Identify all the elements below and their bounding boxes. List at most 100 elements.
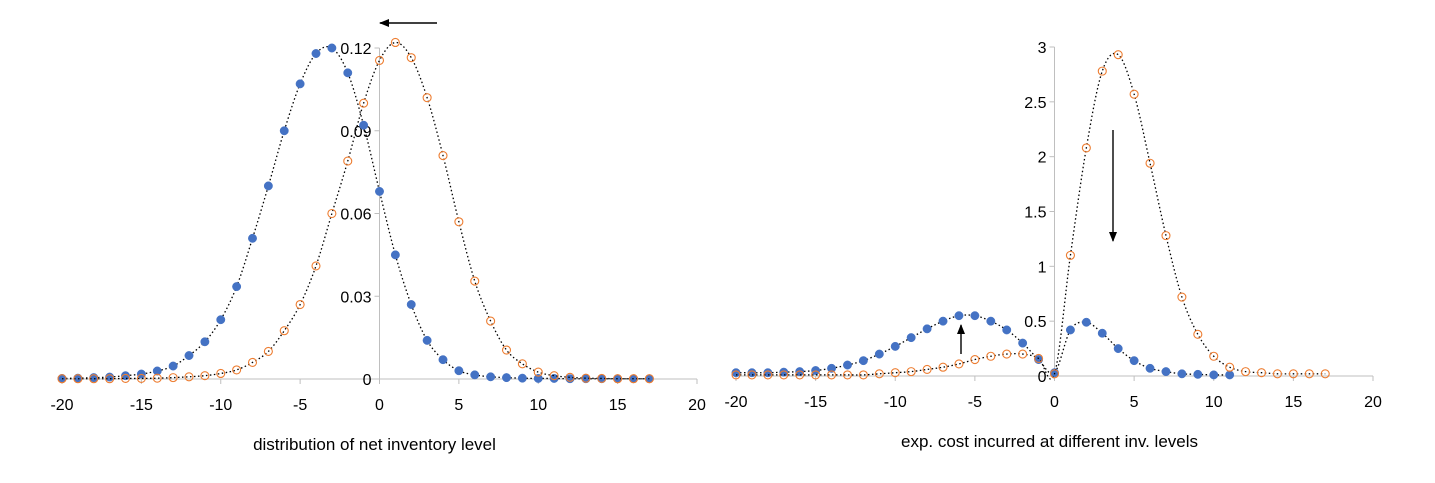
data-point: [1256, 368, 1267, 378]
x-tick-label: -15: [130, 397, 153, 414]
data-point: [565, 372, 575, 382]
series-0-trendline: [736, 314, 1230, 376]
data-point: [374, 55, 385, 65]
data-point: [422, 335, 432, 345]
data-point: [731, 368, 741, 378]
data-point: [200, 337, 210, 347]
data-point: [390, 250, 400, 260]
data-point: [731, 370, 741, 380]
data-point: [89, 374, 99, 384]
data-point: [533, 373, 543, 383]
y-tick-label: 0.06: [340, 207, 371, 224]
data-point: [152, 373, 162, 383]
data-point: [874, 369, 884, 379]
data-point: [1145, 363, 1155, 373]
data-point: [200, 371, 210, 381]
expected-cost-chart: -20 -15 -10 -5 0 5 10 15 20 0 0.5 1 1.5 2 2.5 3 exp. cos…: [724, 40, 1382, 451]
y-tick-label: 1: [1038, 259, 1047, 276]
y-tick-label: 1.5: [1024, 205, 1046, 222]
data-point: [843, 360, 852, 370]
data-point: [486, 372, 496, 382]
x-tick-label: -20: [50, 397, 73, 414]
data-point: [1113, 344, 1123, 354]
data-point: [375, 186, 384, 196]
net-inventory-distribution-chart: -20 -15 -10 -5 0 5 10 15 2000.030.060.090.12dist…: [50, 37, 706, 454]
data-point: [57, 374, 67, 384]
data-point: [795, 370, 805, 380]
data-point: [1018, 349, 1028, 359]
data-point: [613, 374, 623, 384]
x-tick-label: 10: [1205, 394, 1223, 411]
data-point: [811, 370, 821, 380]
data-point: [120, 373, 131, 383]
data-point: [1129, 356, 1139, 366]
data-point: [232, 365, 242, 375]
data-point: [1177, 292, 1187, 302]
data-point: [1097, 66, 1107, 76]
data-point: [311, 49, 321, 58]
y-tick-label: 0.03: [340, 289, 371, 306]
data-point: [549, 371, 559, 381]
data-point: [842, 370, 853, 380]
data-point: [470, 370, 480, 380]
data-point: [827, 363, 836, 373]
data-point: [327, 43, 337, 53]
data-point: [1161, 367, 1171, 377]
data-point: [858, 356, 868, 366]
x-tick-label: 20: [688, 397, 706, 414]
data-point: [779, 370, 789, 380]
data-point: [922, 364, 932, 374]
data-point: [1081, 143, 1091, 153]
data-point: [1113, 50, 1123, 60]
data-point: [216, 368, 226, 379]
data-point: [986, 351, 996, 361]
data-point: [581, 373, 591, 383]
data-point: [422, 93, 432, 103]
data-point: [970, 311, 980, 321]
data-point: [628, 374, 639, 384]
annotation-arrows: [379, 19, 1117, 354]
series-1-trendline: [62, 41, 650, 380]
data-point: [295, 79, 305, 89]
data-point: [1161, 231, 1171, 241]
data-point: [1241, 367, 1251, 377]
x-tick-label: 0: [375, 397, 384, 414]
data-point: [168, 373, 178, 383]
data-point: [1049, 369, 1060, 379]
x-tick-label: -10: [209, 397, 232, 414]
data-point: [1288, 369, 1298, 379]
x-tick-label: -10: [884, 394, 907, 411]
data-point: [533, 367, 543, 377]
data-point: [763, 368, 773, 378]
data-point: [1018, 338, 1028, 348]
data-point: [826, 370, 837, 380]
data-point: [763, 370, 773, 380]
data-point: [359, 120, 369, 130]
data-point: [938, 362, 948, 372]
y-tick-label: 3: [1038, 40, 1047, 57]
data-point: [922, 324, 932, 334]
x-tick-label: 5: [454, 397, 463, 414]
x-tick-label: 15: [609, 397, 627, 414]
data-point: [406, 300, 416, 309]
x-axis-caption: exp. cost incurred at different inv. lev…: [901, 432, 1198, 451]
data-point: [1081, 317, 1091, 327]
data-point: [1097, 328, 1107, 338]
x-tick-label: 20: [1364, 394, 1382, 411]
x-tick-label: 0: [1050, 394, 1059, 411]
data-point: [954, 311, 964, 321]
data-point: [970, 354, 980, 365]
data-point: [1304, 369, 1314, 379]
data-point: [121, 371, 130, 381]
data-point: [454, 366, 464, 376]
data-point: [1225, 362, 1235, 372]
data-point: [1272, 369, 1282, 379]
data-point: [438, 151, 448, 161]
data-point: [406, 53, 416, 63]
data-point: [1193, 369, 1203, 379]
data-point: [136, 373, 146, 383]
data-point: [311, 261, 321, 271]
data-point: [73, 374, 83, 384]
data-point: [874, 349, 884, 359]
data-point: [858, 370, 868, 380]
